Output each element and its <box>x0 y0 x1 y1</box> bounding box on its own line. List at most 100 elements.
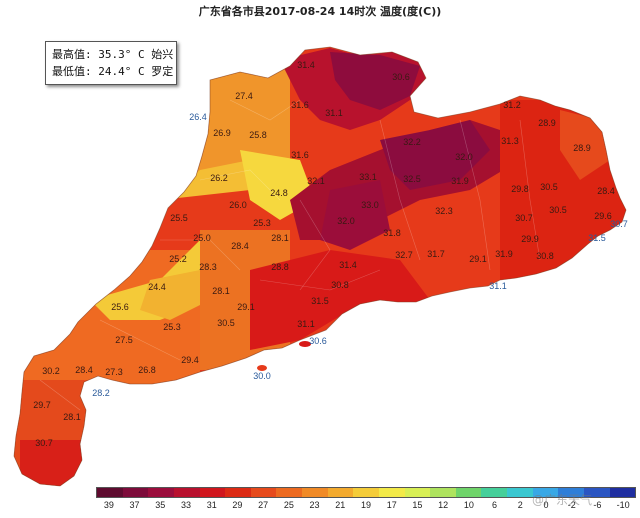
legend-swatch <box>558 488 584 497</box>
legend-swatch <box>148 488 174 497</box>
station-temperature-label: 27.5 <box>115 335 133 345</box>
legend-label: 31 <box>206 500 217 510</box>
legend-label: 33 <box>180 500 192 510</box>
station-temperature-label: 30.2 <box>42 366 60 376</box>
max-label: 最高值: <box>52 48 92 61</box>
color-legend-bar <box>96 487 636 498</box>
legend-swatch <box>250 488 277 497</box>
legend-label: 19 <box>360 500 372 510</box>
legend-label: 10 <box>463 500 474 510</box>
station-temperature-label: 26.4 <box>189 112 207 122</box>
legend-swatch <box>173 488 200 497</box>
station-temperature-label: 30.7 <box>515 213 533 223</box>
legend-label: 12 <box>438 500 449 510</box>
station-temperature-label: 30.6 <box>392 72 410 82</box>
station-temperature-label: 25.5 <box>170 213 188 223</box>
legend-swatch <box>532 488 559 497</box>
station-temperature-label: 28.9 <box>538 118 556 128</box>
station-temperature-label: 31.1 <box>489 281 507 291</box>
legend-label: 15 <box>412 500 423 510</box>
station-temperature-label: 32.0 <box>337 216 355 226</box>
legend-swatch <box>430 488 456 497</box>
station-temperature-label: 30.7 <box>610 219 628 229</box>
station-temperature-label: 31.3 <box>501 136 519 146</box>
station-temperature-label: 32.2 <box>403 137 421 147</box>
legend-label: 39 <box>103 500 114 510</box>
station-temperature-label: 30.7 <box>35 438 53 448</box>
station-temperature-label: 29.8 <box>511 184 529 194</box>
extreme-values-box: 最高值: 35.3° C 始兴 最低值: 24.4° C 罗定 <box>45 41 177 85</box>
station-temperature-label: 31.1 <box>297 319 315 329</box>
legend-swatch <box>404 488 431 497</box>
station-temperature-label: 31.2 <box>503 100 521 110</box>
legend-swatch <box>302 488 328 497</box>
max-value: 35.3° C 始兴 <box>98 48 174 61</box>
station-temperature-label: 29.7 <box>33 400 51 410</box>
station-temperature-label: 28.8 <box>271 262 289 272</box>
station-temperature-label: 27.3 <box>105 367 123 377</box>
legend-label: -6 <box>593 500 602 510</box>
island-marker <box>257 365 267 371</box>
station-temperature-label: 32.0 <box>455 152 473 162</box>
legend-swatch <box>225 488 251 497</box>
station-temperature-label: 25.0 <box>193 233 211 243</box>
legend-swatch <box>378 488 405 497</box>
legend-label: 21 <box>335 500 346 510</box>
station-temperature-label: 31.9 <box>495 249 513 259</box>
station-temperature-label: 32.7 <box>395 250 413 260</box>
legend-swatch <box>583 488 610 497</box>
station-temperature-label: 24.4 <box>148 282 166 292</box>
station-temperature-label: 28.1 <box>63 412 81 422</box>
station-temperature-label: 29.4 <box>181 355 199 365</box>
island-marker <box>299 341 311 347</box>
station-temperature-label: 32.1 <box>307 176 325 186</box>
station-temperature-label: 31.7 <box>427 249 445 259</box>
station-temperature-label: 25.3 <box>163 322 181 332</box>
station-temperature-label: 31.4 <box>339 260 357 270</box>
legend-swatch <box>122 488 149 497</box>
legend-label: 0 <box>543 500 549 510</box>
station-temperature-label: 25.3 <box>253 218 271 228</box>
station-temperature-label: 25.8 <box>249 130 267 140</box>
legend-label: 6 <box>492 500 498 510</box>
legend-label: 27 <box>258 500 269 510</box>
station-temperature-label: 29.1 <box>469 254 487 264</box>
station-temperature-label: 31.4 <box>297 60 315 70</box>
station-temperature-label: 31.5 <box>588 233 606 243</box>
legend-swatch <box>455 488 482 497</box>
station-temperature-label: 25.2 <box>169 254 187 264</box>
legend-label: 2 <box>517 500 523 510</box>
min-value: 24.4° C 罗定 <box>98 65 174 78</box>
station-temperature-label: 28.1 <box>271 233 289 243</box>
legend-label: 23 <box>309 500 320 510</box>
station-temperature-label: 31.1 <box>325 108 343 118</box>
legend-swatch <box>327 488 354 497</box>
station-temperature-label: 32.5 <box>403 174 421 184</box>
station-temperature-label: 26.2 <box>210 173 228 183</box>
min-label: 最低值: <box>52 65 92 78</box>
station-temperature-label: 31.5 <box>311 296 329 306</box>
legend-swatch <box>353 488 379 497</box>
station-temperature-label: 29.1 <box>237 302 255 312</box>
station-temperature-label: 30.8 <box>331 280 349 290</box>
legend-label: 25 <box>283 500 294 510</box>
station-temperature-label: 28.2 <box>92 388 110 398</box>
legend-swatch <box>97 488 123 497</box>
legend-label: -2 <box>567 500 576 510</box>
legend-swatch <box>199 488 226 497</box>
legend-label: 29 <box>232 500 243 510</box>
station-temperature-label: 28.9 <box>573 143 591 153</box>
station-temperature-label: 26.9 <box>213 128 231 138</box>
legend-swatch <box>507 488 533 497</box>
map-title: 广东省各市县2017-08-24 14时次 温度(度(C)) <box>198 5 442 18</box>
station-temperature-label: 28.4 <box>231 241 249 251</box>
legend-swatch <box>481 488 507 497</box>
legend-label: 37 <box>129 500 140 510</box>
station-temperature-label: 28.1 <box>212 286 230 296</box>
station-temperature-label: 30.0 <box>253 371 271 381</box>
color-legend-labels: 39 37 35 33 31 29 27 25 23 21 19 17 15 12 10 6 2 0 -2 -6 -10 <box>96 500 636 514</box>
station-temperature-label: 30.5 <box>549 205 567 215</box>
station-temperature-label: 33.1 <box>359 172 377 182</box>
station-temperature-label: 28.4 <box>597 186 615 196</box>
